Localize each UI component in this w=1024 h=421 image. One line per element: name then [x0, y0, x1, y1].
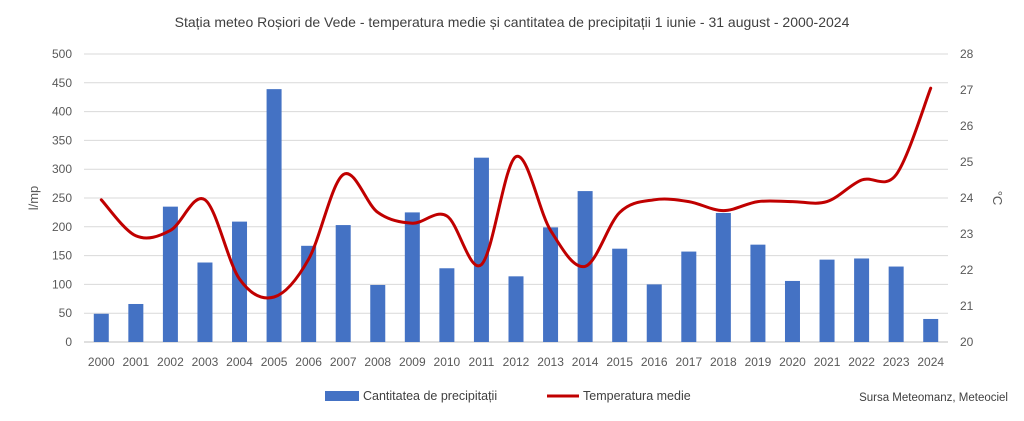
bar [854, 258, 870, 342]
right-tick-label: 26 [960, 119, 974, 133]
bar [715, 212, 731, 342]
x-tick-label: 2019 [745, 355, 772, 369]
source-note: Sursa Meteomanz, Meteociel [859, 392, 1008, 404]
line-series-temperature [99, 86, 933, 300]
x-tick-label: 2015 [606, 355, 633, 369]
bar [128, 303, 144, 342]
x-tick-label: 2022 [848, 355, 875, 369]
x-tick-label: 2016 [641, 355, 668, 369]
temperature-line [99, 86, 933, 300]
x-tick-label: 2000 [88, 355, 115, 369]
bar [923, 318, 939, 342]
bar [232, 221, 248, 342]
right-tick-label: 23 [960, 227, 974, 241]
x-tick-label: 2013 [537, 355, 564, 369]
bar [370, 284, 386, 342]
x-tick-label: 2005 [261, 355, 288, 369]
bar [162, 206, 178, 342]
right-axis-label: °C [990, 191, 1005, 206]
bar [404, 212, 420, 342]
x-tick-label: 2010 [434, 355, 461, 369]
x-tick-label: 2023 [883, 355, 910, 369]
chart-title: Stația meteo Roșiori de Vede - temperatu… [175, 14, 850, 30]
bar [508, 276, 524, 342]
left-tick-label: 500 [52, 47, 72, 61]
x-tick-label: 2001 [122, 355, 149, 369]
x-tick-label: 2006 [295, 355, 322, 369]
x-tick-label: 2011 [469, 355, 495, 369]
bar [750, 244, 766, 342]
left-tick-label: 100 [52, 277, 72, 291]
x-tick-label: 2004 [226, 355, 253, 369]
left-axis-label: l/mp [26, 186, 41, 211]
x-tick-label: 2008 [364, 355, 391, 369]
left-tick-label: 450 [52, 76, 72, 90]
x-tick-label: 2021 [814, 355, 841, 369]
left-axis-ticks: 0 50 100 150 200 250 300 350 400 450 500 [52, 47, 72, 349]
right-tick-label: 25 [960, 155, 974, 169]
x-tick-label: 2020 [779, 355, 806, 369]
bar [301, 245, 317, 342]
legend-line-label: Temperatura medie [583, 389, 691, 403]
x-tick-label: 2014 [572, 355, 599, 369]
bar [197, 262, 213, 342]
bar [93, 313, 109, 342]
x-axis-ticks: 2000 2001 2002 2003 2004 2005 2006 2007 2008 2009… [88, 355, 944, 369]
bar [543, 227, 559, 342]
x-tick-label: 2002 [157, 355, 184, 369]
bar-series-precipitation [93, 89, 939, 342]
bar [612, 248, 628, 342]
left-tick-label: 0 [65, 335, 72, 349]
bar [888, 266, 904, 342]
bar [681, 251, 697, 342]
left-tick-label: 150 [52, 249, 72, 263]
x-tick-label: 2007 [330, 355, 357, 369]
bar [439, 268, 455, 342]
right-tick-label: 22 [960, 263, 974, 277]
right-tick-label: 21 [960, 299, 974, 313]
legend-bar-swatch [325, 391, 359, 401]
bar [646, 284, 662, 342]
legend-bar-label: Cantitatea de precipitații [363, 389, 497, 403]
x-tick-label: 2009 [399, 355, 426, 369]
x-tick-label: 2003 [192, 355, 219, 369]
x-tick-label: 2012 [503, 355, 530, 369]
left-tick-label: 250 [52, 191, 72, 205]
left-tick-label: 350 [52, 133, 72, 147]
bar [335, 225, 351, 342]
x-tick-label: 2018 [710, 355, 737, 369]
bar [784, 280, 800, 342]
left-tick-label: 200 [52, 220, 72, 234]
legend: Cantitatea de precipitații Temperatura m… [325, 389, 691, 403]
left-tick-label: 50 [59, 306, 73, 320]
right-tick-label: 20 [960, 335, 974, 349]
left-tick-label: 300 [52, 162, 72, 176]
right-axis-ticks: 20 21 22 23 24 25 26 27 28 [960, 47, 974, 349]
bar [819, 259, 835, 342]
right-tick-label: 24 [960, 191, 974, 205]
bar [266, 89, 282, 342]
right-tick-label: 27 [960, 83, 974, 97]
bar [473, 157, 489, 342]
left-tick-label: 400 [52, 105, 72, 119]
x-tick-label: 2024 [917, 355, 944, 369]
x-tick-label: 2017 [675, 355, 702, 369]
right-tick-label: 28 [960, 47, 974, 61]
